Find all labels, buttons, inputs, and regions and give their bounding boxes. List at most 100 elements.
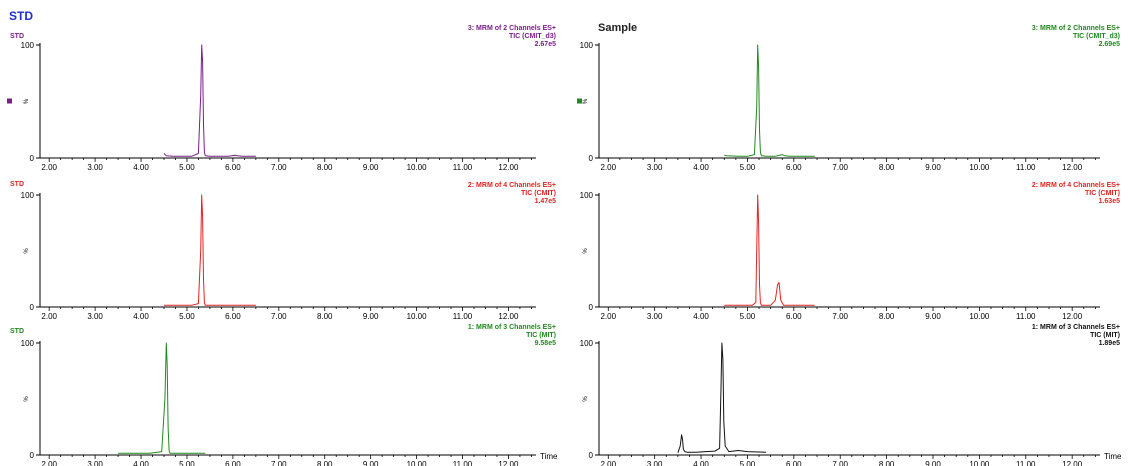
x-tick-label: 5.00: [179, 460, 195, 466]
channel-marker: [577, 98, 582, 104]
x-tick-label: 11.00: [1016, 163, 1036, 172]
info-compound: TIC (CMIT_d3): [1073, 33, 1120, 40]
x-tick-label: 9.00: [363, 163, 379, 172]
chromatogram-panel-sample-ch2: 100 0% 2.00 3.00 4.00 5.00 6.00 7.00 8.00 9.00 10.…: [580, 182, 1120, 321]
y-unit-label: %: [583, 248, 589, 254]
info-intensity: 1.63e5: [1099, 198, 1121, 205]
x-tick-label: 8.00: [879, 312, 895, 321]
panel-tag: STD: [10, 181, 24, 188]
x-tick-label: 11.00: [1016, 312, 1036, 321]
x-tick-label: 6.00: [225, 460, 241, 466]
info-compound: TIC (MIT): [1090, 332, 1120, 339]
x-tick-label: 9.00: [363, 312, 379, 321]
x-tick-label: 5.00: [740, 460, 756, 466]
x-tick-label: 4.00: [693, 312, 709, 321]
x-tick-label: 3.00: [647, 312, 663, 321]
chromatogram-panel-sample-ch3: 100 0% 2.00 3.00 4.00 5.00 6.00 7.00 8.00 9.00 10.…: [577, 25, 1120, 172]
y-unit-label: %: [24, 396, 30, 402]
x-tick-label: 6.00: [786, 163, 802, 172]
trace-line: [163, 44, 256, 157]
x-tick-label: 2.00: [600, 312, 616, 321]
y-unit-label: %: [24, 248, 30, 254]
info-channel: 3: MRM of 2 Channels ES+: [1032, 25, 1120, 32]
info-compound: TIC (CMIT): [521, 190, 556, 197]
chromatogram-panel-std-ch3: 100 0% 2.00 3.00 4.00 5.00 6.00 7.00 8.00 9.00 10.…: [7, 25, 556, 172]
x-tick-label: 10.00: [407, 163, 428, 172]
y-tick-label-0: 0: [30, 451, 35, 460]
x-tick-label: 10.00: [407, 312, 428, 321]
x-tick-label: 2.00: [41, 312, 57, 321]
y-tick-label-100: 100: [21, 339, 35, 348]
y-tick-label-100: 100: [580, 339, 594, 348]
trace-line: [724, 44, 815, 157]
y-tick-label-0: 0: [30, 154, 35, 163]
info-intensity: 2.69e5: [1099, 41, 1121, 48]
x-tick-label: 9.00: [363, 460, 379, 466]
x-tick-label: 5.00: [179, 312, 195, 321]
x-tick-label: 2.00: [41, 460, 57, 466]
info-intensity: 2.67e5: [535, 41, 557, 48]
x-tick-label: 8.00: [317, 163, 333, 172]
x-tick-label: 5.00: [179, 163, 195, 172]
x-tick-label: 12.00: [498, 163, 519, 172]
y-tick-label-100: 100: [580, 191, 594, 200]
x-tick-label: 6.00: [225, 312, 241, 321]
x-tick-label: 5.00: [740, 163, 756, 172]
x-tick-label: 3.00: [87, 312, 103, 321]
x-tick-label: 4.00: [693, 460, 709, 466]
trace-line: [677, 342, 767, 453]
x-tick-label: 9.00: [925, 460, 941, 466]
x-tick-label: 12.00: [1062, 163, 1083, 172]
trace-line: [164, 194, 256, 306]
x-tick-label: 2.00: [600, 460, 616, 466]
info-compound: TIC (CMIT): [1085, 190, 1120, 197]
x-tick-label: 7.00: [271, 460, 287, 466]
info-channel: 1: MRM of 3 Channels ES+: [468, 324, 556, 331]
x-tick-label: 12.00: [1062, 460, 1083, 466]
y-tick-label-100: 100: [21, 191, 35, 200]
x-tick-label: 11.00: [453, 163, 473, 172]
info-channel: 1: MRM of 3 Channels ES+: [1032, 324, 1120, 331]
x-tick-label: 3.00: [647, 163, 663, 172]
panel-tag: STD: [10, 33, 24, 40]
info-intensity: 9.58e5: [535, 340, 557, 347]
y-unit-label: %: [583, 396, 589, 402]
x-tick-label: 2.00: [600, 163, 616, 172]
info-channel: 2: MRM of 4 Channels ES+: [468, 182, 556, 189]
x-tick-label: 4.00: [133, 312, 149, 321]
x-tick-label: 8.00: [879, 460, 895, 466]
info-intensity: 1.47e5: [535, 198, 557, 205]
x-axis-label: Time: [540, 452, 558, 461]
trace-line: [118, 342, 206, 454]
x-tick-label: 10.00: [969, 312, 990, 321]
x-tick-label: 11.00: [453, 460, 473, 466]
x-tick-label: 3.00: [87, 163, 103, 172]
x-tick-label: 10.00: [407, 460, 428, 466]
x-tick-label: 10.00: [969, 163, 990, 172]
x-tick-label: 8.00: [879, 163, 895, 172]
info-intensity: 1.89e5: [1099, 340, 1121, 347]
info-compound: TIC (MIT): [526, 332, 556, 339]
y-unit-label: %: [583, 98, 589, 104]
panel-tag: STD: [10, 328, 24, 335]
x-tick-label: 7.00: [271, 312, 287, 321]
info-compound: TIC (CMIT_d3): [509, 33, 556, 40]
x-tick-label: 4.00: [693, 163, 709, 172]
x-tick-label: 6.00: [786, 460, 802, 466]
x-tick-label: 8.00: [317, 312, 333, 321]
x-tick-label: 3.00: [647, 460, 663, 466]
trace-line: [724, 194, 815, 306]
x-tick-label: 8.00: [317, 460, 333, 466]
std-heading: STD: [9, 9, 33, 23]
x-tick-label: 7.00: [832, 460, 848, 466]
x-tick-label: 9.00: [925, 163, 941, 172]
x-tick-label: 5.00: [740, 312, 756, 321]
x-tick-label: 4.00: [133, 163, 149, 172]
x-tick-label: 6.00: [786, 312, 802, 321]
y-tick-label-0: 0: [30, 303, 35, 312]
x-tick-label: 7.00: [832, 163, 848, 172]
y-unit-label: %: [24, 98, 30, 104]
x-tick-label: 3.00: [87, 460, 103, 466]
x-tick-label: 12.00: [1062, 312, 1083, 321]
x-tick-label: 12.00: [498, 312, 519, 321]
